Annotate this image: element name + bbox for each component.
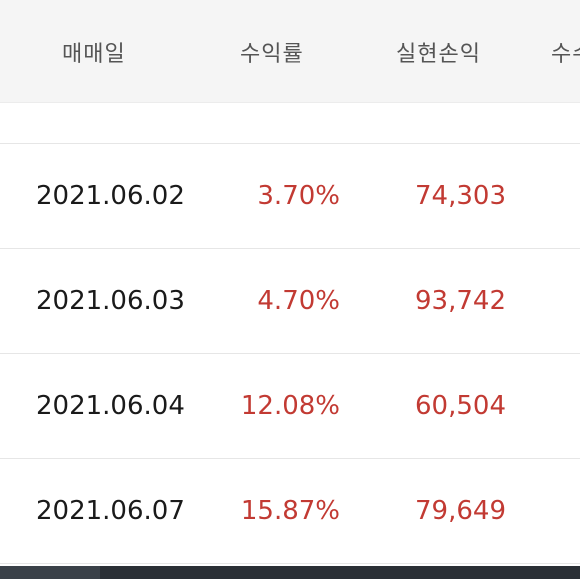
table-spacer bbox=[0, 103, 580, 144]
table-header: 매매일 수익률 실현손익 수수 bbox=[0, 0, 580, 103]
realized-pnl-cell: 60,504 bbox=[415, 391, 506, 421]
table-row[interactable]: 2021.06.02 3.70% 74,303 bbox=[0, 144, 580, 249]
table-row[interactable]: 2021.06.03 4.70% 93,742 bbox=[0, 249, 580, 354]
trade-date-cell: 2021.06.07 bbox=[36, 496, 185, 526]
header-fee[interactable]: 수수 bbox=[551, 42, 580, 67]
realized-pnl-cell: 74,303 bbox=[415, 181, 506, 211]
trade-date-cell: 2021.06.03 bbox=[36, 286, 185, 316]
trade-date-cell: 2021.06.02 bbox=[36, 181, 185, 211]
return-rate-cell: 12.08% bbox=[240, 391, 340, 421]
realized-pnl-cell: 93,742 bbox=[415, 286, 506, 316]
header-trade-date[interactable]: 매매일 bbox=[62, 42, 126, 67]
return-rate-cell: 15.87% bbox=[240, 496, 340, 526]
trade-date-cell: 2021.06.04 bbox=[36, 391, 185, 421]
bottom-navigation-bar bbox=[0, 566, 580, 579]
return-rate-cell: 3.70% bbox=[257, 181, 340, 211]
bottom-bar-segment bbox=[0, 566, 100, 579]
table-row[interactable]: 2021.06.04 12.08% 60,504 bbox=[0, 354, 580, 459]
header-return-rate[interactable]: 수익률 bbox=[240, 42, 304, 67]
realized-pnl-cell: 79,649 bbox=[415, 496, 506, 526]
header-realized-pnl[interactable]: 실현손익 bbox=[396, 42, 481, 67]
table-row[interactable]: 2021.06.07 15.87% 79,649 bbox=[0, 459, 580, 564]
return-rate-cell: 4.70% bbox=[257, 286, 340, 316]
